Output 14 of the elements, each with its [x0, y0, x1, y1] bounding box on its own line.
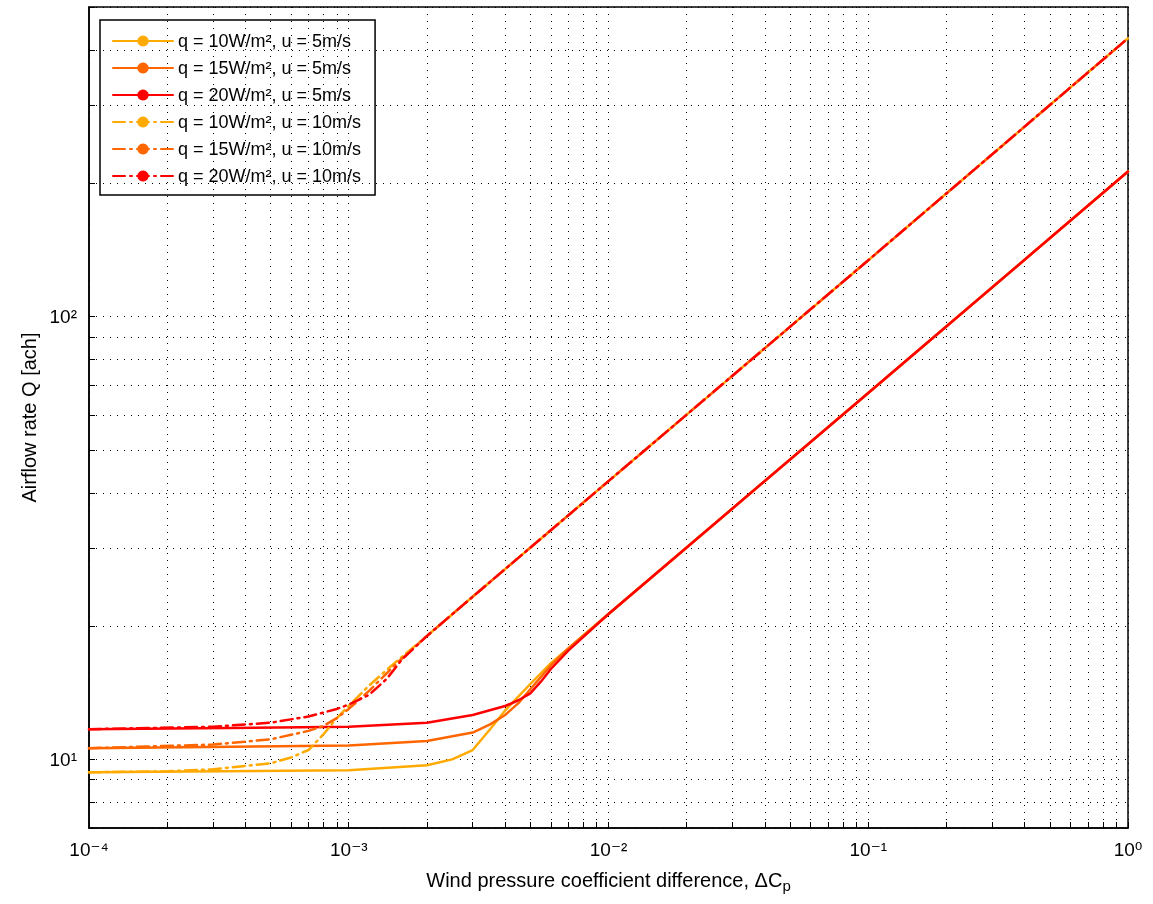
- legend-label: q = 10W/m², u = 10m/s: [178, 112, 362, 132]
- legend-label: q = 10W/m², u = 5m/s: [178, 31, 352, 51]
- legend-label: q = 20W/m², u = 10m/s: [178, 166, 362, 186]
- x-tick-label: 10⁻³: [330, 839, 368, 860]
- legend-label: q = 15W/m², u = 10m/s: [178, 139, 362, 159]
- legend-label: q = 15W/m², u = 5m/s: [178, 58, 352, 78]
- y-axis-title: Airflow rate Q [ach]: [17, 332, 40, 503]
- y-tick-label: 10²: [49, 306, 77, 328]
- x-tick-label: 10⁻¹: [849, 839, 887, 860]
- x-tick-label: 10⁻⁴: [69, 839, 109, 860]
- x-tick-label: 10⁻²: [589, 839, 628, 860]
- y-tick-label: 10¹: [49, 748, 77, 770]
- x-tick-label: 10⁰: [1113, 839, 1143, 860]
- legend-label: q = 20W/m², u = 5m/s: [178, 85, 352, 105]
